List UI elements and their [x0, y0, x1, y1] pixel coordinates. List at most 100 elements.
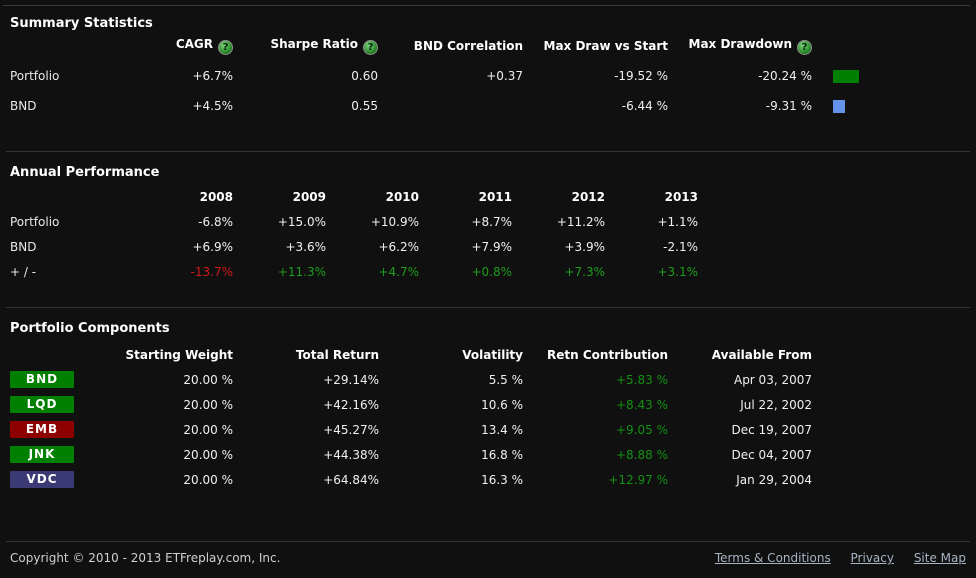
year-value: +3.6%: [285, 239, 326, 254]
section-divider: [6, 151, 970, 152]
summary-statistics-table: CAGR? Sharpe Ratio? BND Correlation Max …: [10, 31, 976, 121]
retn-contribution-value: +8.43 %: [616, 397, 668, 412]
annual-row-portfolio: Portfolio -6.8% +15.0% +10.9% +8.7% +11.…: [10, 209, 698, 234]
ticker-badge-jnk: JNK: [10, 446, 74, 463]
row-label: Portfolio: [10, 69, 60, 83]
available-from-value: Dec 04, 2007: [731, 447, 812, 462]
col-header-2010: 2010: [385, 189, 419, 204]
retn-contribution-value: +12.97 %: [608, 472, 668, 487]
sharpe-value: 0.60: [351, 69, 378, 83]
available-from-value: Dec 19, 2007: [731, 422, 812, 437]
year-value: +15.0%: [277, 214, 326, 229]
col-header-2011: 2011: [478, 189, 512, 204]
portfolio-drawdown-swatch: [833, 70, 859, 83]
component-row-jnk: JNK 20.00 % +44.38% 16.8 % +8.88 % Dec 0…: [10, 442, 812, 467]
annual-row-bnd: BND +6.9% +3.6% +6.2% +7.9% +3.9% -2.1%: [10, 234, 698, 259]
help-icon[interactable]: ?: [797, 40, 812, 55]
starting-weight-value: 20.00 %: [183, 372, 233, 387]
year-value: +11.2%: [556, 214, 605, 229]
volatility-value: 16.3 %: [481, 472, 523, 487]
col-header-starting-weight: Starting Weight: [125, 347, 233, 362]
help-icon[interactable]: ?: [218, 40, 233, 55]
help-icon[interactable]: ?: [363, 40, 378, 55]
annual-performance-table: 2008 2009 2010 2011 2012 2013 Portfolio …: [10, 184, 698, 284]
col-header-2009: 2009: [292, 189, 326, 204]
volatility-value: 13.4 %: [481, 422, 523, 437]
ticker-badge-bnd: BND: [10, 371, 74, 388]
total-return-value: +42.16%: [323, 397, 379, 412]
summary-statistics-title: Summary Statistics: [10, 16, 153, 31]
retn-contribution-value: +5.83 %: [616, 372, 668, 387]
col-header-2013: 2013: [664, 189, 698, 204]
starting-weight-value: 20.00 %: [183, 397, 233, 412]
col-header-available-from: Available From: [711, 347, 812, 362]
annual-performance-section: Annual Performance 2008 2009 2010 2011 2…: [0, 152, 976, 284]
volatility-value: 10.6 %: [481, 397, 523, 412]
max-drawdown-value: -9.31 %: [765, 99, 812, 113]
bnd-correlation-value: +0.37: [486, 69, 523, 83]
components-header-row: Starting Weight Total Return Volatility …: [10, 342, 812, 367]
summary-statistics-section: Summary Statistics CAGR? Sharpe Ratio? B…: [0, 6, 976, 121]
privacy-link[interactable]: Privacy: [850, 551, 894, 565]
section-divider: [6, 307, 970, 308]
footer: Copyright © 2010 - 2013 ETFreplay.com, I…: [0, 542, 976, 565]
year-value: -2.1%: [663, 239, 698, 254]
col-header-max-draw-vs-start: Max Draw vs Start: [543, 39, 668, 53]
ticker-badge-emb: EMB: [10, 421, 74, 438]
total-return-value: +45.27%: [323, 422, 379, 437]
summary-row-portfolio: Portfolio +6.7% 0.60 +0.37 -19.52 % -20.…: [10, 61, 976, 91]
summary-row-bnd: BND +4.5% 0.55 -6.44 % -9.31 %: [10, 91, 976, 121]
col-header-max-drawdown: Max Drawdown?: [668, 31, 812, 61]
year-value: +6.9%: [192, 239, 233, 254]
year-diff-value: +4.7%: [378, 264, 419, 279]
year-diff-value: -13.7%: [190, 264, 233, 279]
row-label: + / -: [10, 264, 37, 279]
max-draw-vs-start-value: -6.44 %: [621, 99, 668, 113]
year-diff-value: +7.3%: [564, 264, 605, 279]
year-value: +8.7%: [471, 214, 512, 229]
col-header-total-return: Total Return: [295, 347, 379, 362]
col-header-cagr: CAGR?: [120, 31, 233, 61]
year-value: +10.9%: [370, 214, 419, 229]
year-value: -6.8%: [198, 214, 233, 229]
year-diff-value: +11.3%: [277, 264, 326, 279]
portfolio-components-section: Portfolio Components Starting Weight Tot…: [0, 308, 976, 492]
terms-and-conditions-link[interactable]: Terms & Conditions: [714, 551, 831, 565]
footer-links: Terms & Conditions Privacy Site Map: [699, 551, 966, 565]
component-row-bnd: BND 20.00 % +29.14% 5.5 % +5.83 % Apr 03…: [10, 367, 812, 392]
available-from-value: Apr 03, 2007: [733, 372, 812, 387]
total-return-value: +64.84%: [323, 472, 379, 487]
max-draw-vs-start-value: -19.52 %: [614, 69, 668, 83]
component-row-lqd: LQD 20.00 % +42.16% 10.6 % +8.43 % Jul 2…: [10, 392, 812, 417]
starting-weight-value: 20.00 %: [183, 472, 233, 487]
component-row-vdc: VDC 20.00 % +64.84% 16.3 % +12.97 % Jan …: [10, 467, 812, 492]
site-map-link[interactable]: Site Map: [913, 551, 966, 565]
year-value: +7.9%: [471, 239, 512, 254]
total-return-value: +44.38%: [323, 447, 379, 462]
row-label: BND: [10, 99, 37, 113]
summary-header-row: CAGR? Sharpe Ratio? BND Correlation Max …: [10, 31, 976, 61]
component-row-emb: EMB 20.00 % +45.27% 13.4 % +9.05 % Dec 1…: [10, 417, 812, 442]
total-return-value: +29.14%: [323, 372, 379, 387]
year-diff-value: +0.8%: [471, 264, 512, 279]
annual-header-row: 2008 2009 2010 2011 2012 2013: [10, 184, 698, 209]
year-diff-value: +3.1%: [657, 264, 698, 279]
year-value: +1.1%: [657, 214, 698, 229]
col-header-2012: 2012: [571, 189, 605, 204]
volatility-value: 5.5 %: [488, 372, 523, 387]
portfolio-components-title: Portfolio Components: [10, 321, 170, 336]
retn-contribution-value: +9.05 %: [616, 422, 668, 437]
col-header-volatility: Volatility: [462, 347, 523, 362]
col-header-2008: 2008: [199, 189, 233, 204]
col-header-bnd-correlation: BND Correlation: [413, 39, 523, 53]
retn-contribution-value: +8.88 %: [616, 447, 668, 462]
ticker-badge-lqd: LQD: [10, 396, 74, 413]
row-label: Portfolio: [10, 214, 60, 229]
annual-row-difference: + / - -13.7% +11.3% +4.7% +0.8% +7.3% +3…: [10, 259, 698, 284]
portfolio-components-table: Starting Weight Total Return Volatility …: [10, 342, 812, 492]
col-header-retn-contribution: Retn Contribution: [547, 347, 668, 362]
starting-weight-value: 20.00 %: [183, 447, 233, 462]
available-from-value: Jul 22, 2002: [740, 397, 812, 412]
sharpe-value: 0.55: [351, 99, 378, 113]
volatility-value: 16.8 %: [481, 447, 523, 462]
